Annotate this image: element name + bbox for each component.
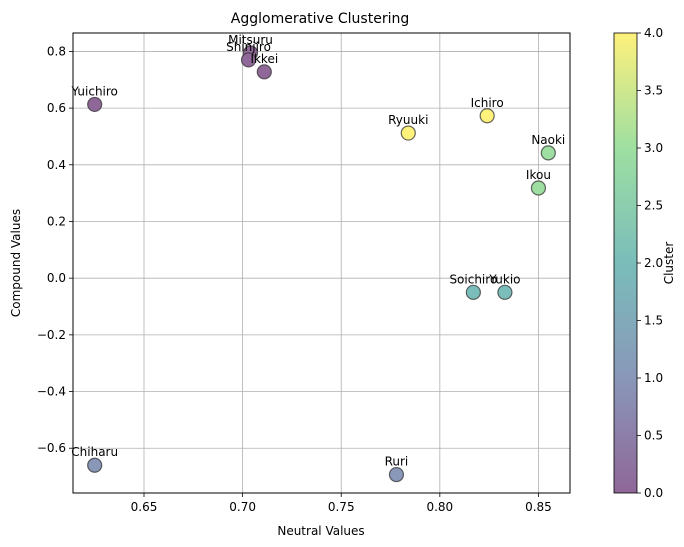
y-tick-label: 0.0 — [47, 271, 66, 285]
data-point — [87, 457, 103, 473]
chart-title: Agglomerative Clustering — [231, 11, 409, 27]
y-tick-label: −0.2 — [37, 328, 66, 342]
data-point — [388, 466, 405, 483]
data-point — [240, 52, 257, 68]
point-label: Yuichiro — [70, 84, 117, 98]
colorbar-tick-label: 0.0 — [644, 486, 663, 500]
colorbar-tick-label: 1.0 — [644, 371, 663, 385]
colorbar-tick-label: 2.5 — [644, 199, 663, 213]
point-label: Yukio — [488, 272, 520, 286]
y-tick-label: 0.8 — [47, 44, 66, 58]
point-label: Ichiro — [471, 96, 504, 110]
colorbar-tick-label: 3.0 — [644, 141, 663, 155]
point-label: Ikkei — [250, 52, 278, 66]
y-tick-label: −0.6 — [37, 441, 66, 455]
colorbar-label: Cluster — [662, 242, 676, 285]
data-point — [400, 125, 416, 141]
data-point — [530, 180, 547, 196]
colorbar-tick-label: 1.5 — [644, 314, 663, 328]
colorbar-ticks: 0.0 0.5 1.0 1.5 2.0 2.5 3.0 3.5 4.0 — [637, 26, 663, 500]
colorbar-tick-label: 0.5 — [644, 429, 663, 443]
data-point — [87, 96, 103, 113]
point-label: Chiharu — [71, 445, 118, 459]
plot-area-frame — [72, 32, 571, 494]
point-label: Naoki — [531, 133, 565, 147]
x-tick-label: 0.85 — [525, 500, 552, 514]
y-tick-label: 0.2 — [47, 214, 66, 228]
x-tick-label: 0.80 — [426, 500, 453, 514]
point-label: Soichiro — [449, 272, 497, 286]
data-point — [497, 284, 513, 300]
x-axis-ticks: 0.65 0.70 0.75 0.80 0.85 — [131, 493, 552, 514]
x-tick-label: 0.65 — [131, 500, 158, 514]
data-points — [87, 45, 556, 483]
y-axis-label: Compound Values — [9, 209, 23, 317]
point-label: Ruri — [385, 455, 409, 469]
y-axis-ticks: −0.6 −0.4 −0.2 0.0 0.2 0.4 0.6 0.8 — [37, 44, 73, 455]
data-point — [256, 64, 272, 80]
data-point — [479, 108, 495, 124]
colorbar — [613, 32, 638, 494]
x-tick-label: 0.75 — [328, 500, 355, 514]
y-tick-label: 0.4 — [47, 158, 66, 172]
point-label: Ryuuki — [388, 113, 428, 127]
y-tick-label: 0.6 — [47, 101, 66, 115]
grid — [73, 33, 570, 493]
colorbar-tick-label: 3.5 — [644, 84, 663, 98]
point-label: Mitsuru — [228, 33, 273, 47]
x-tick-label: 0.70 — [229, 500, 256, 514]
y-tick-label: −0.4 — [37, 385, 66, 399]
data-point — [465, 284, 481, 300]
colorbar-tick-label: 2.0 — [644, 256, 663, 270]
point-label: Shinjiro — [226, 40, 271, 54]
x-axis-label: Neutral Values — [277, 524, 364, 538]
colorbar-tick-label: 4.0 — [644, 26, 663, 40]
point-label: Ikou — [526, 168, 551, 182]
data-point — [540, 145, 556, 161]
